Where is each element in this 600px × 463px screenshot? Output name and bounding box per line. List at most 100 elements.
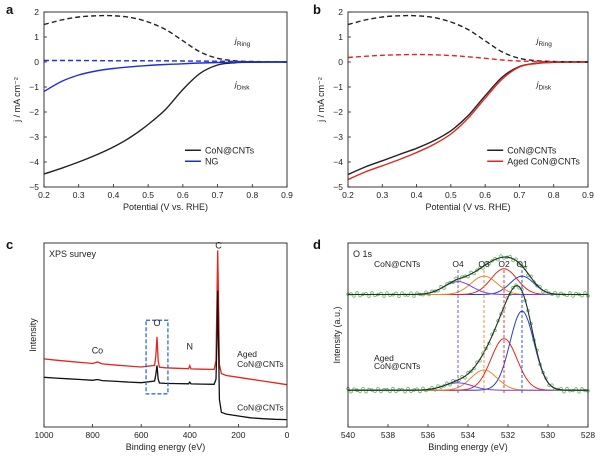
plot-frame <box>43 11 288 188</box>
data-point <box>568 291 572 295</box>
x-tick-label: 200 <box>231 430 245 440</box>
data-point <box>391 386 395 391</box>
peak-label: N <box>187 342 194 352</box>
x-tick-label: 534 <box>461 430 475 440</box>
peak-label: C <box>215 241 222 251</box>
data-point <box>412 294 416 298</box>
x-tick-label: 0 <box>285 430 290 440</box>
envelope-aged-con-cnts <box>348 285 588 391</box>
component-label-o1: O1 <box>516 259 528 269</box>
series-aged-con-cnts <box>43 250 288 386</box>
x-tick-label: 0.5 <box>142 190 154 200</box>
x-tick-label: 0.2 <box>342 190 354 200</box>
y-axis-label: j / mA cm⁻² <box>12 77 22 123</box>
x-tick-label: 0.7 <box>514 190 526 200</box>
x-tick-label: 0.4 <box>108 190 120 200</box>
data-point <box>364 390 368 394</box>
annotation-symbol: j <box>234 35 238 45</box>
y-tick-label: −2 <box>29 107 39 117</box>
data-point <box>349 390 353 394</box>
panel-c: 1000 800 600 400 200 0 Binding energy (eV) Inte… <box>6 237 290 452</box>
component-o2-con-cnts <box>348 268 588 295</box>
data-point <box>583 291 587 295</box>
panel-label: c <box>6 237 13 252</box>
data-point <box>421 386 425 390</box>
x-tick-label: 0.7 <box>212 190 224 200</box>
y-tick-label: 2 <box>34 7 39 17</box>
data-point <box>562 390 566 394</box>
y-tick-label: −5 <box>29 182 39 192</box>
data-point <box>400 387 404 392</box>
plot-frame <box>347 242 589 428</box>
panel-b: 0.2 0.3 0.4 0.5 0.6 0.7 0.8 0.9 −5 −4 −3 −2 −1 0 1 2 Pot… <box>313 2 594 212</box>
x-tick-label: 0.5 <box>445 190 457 200</box>
annotation-disk: jDisk <box>536 79 552 92</box>
panel-label: a <box>6 2 14 17</box>
annotation-symbol: j <box>536 35 540 45</box>
panel-label: d <box>313 237 321 252</box>
annotation-subscript: Ring <box>237 41 251 48</box>
y-axis-label: Intensity (a.u.) <box>332 306 342 363</box>
data-point <box>577 390 581 394</box>
component-label-o4: O4 <box>452 259 464 269</box>
x-tick-label: 0.4 <box>411 190 423 200</box>
x-tick-label: 600 <box>134 430 148 440</box>
series-ring-con-cnts <box>44 14 287 63</box>
series-label: Aged <box>237 349 257 359</box>
panel-title: XPS survey <box>49 249 97 259</box>
annotation-ring: jRing <box>536 35 553 48</box>
data-point <box>349 292 353 296</box>
y-tick-label: −5 <box>333 182 343 192</box>
series-ring-ng <box>44 59 287 63</box>
x-tick-label: 0.9 <box>582 190 594 200</box>
series-ring-aged-con-cnts <box>348 53 588 63</box>
series-disk-ng <box>44 61 287 93</box>
x-tick-label: 528 <box>581 430 595 440</box>
data-point <box>406 386 410 391</box>
data-point <box>397 294 401 298</box>
component-label-o3: O3 <box>478 259 490 269</box>
series-label: CoN@CNTs <box>237 359 283 369</box>
x-axis-label: Potential (V vs. RHE) <box>123 202 208 212</box>
annotation-subscript: Ring <box>538 41 552 48</box>
legend-label: CoN@CNTs <box>205 145 255 155</box>
annotation-symbol: j <box>536 79 540 89</box>
x-axis-label: Binding energy (eV) <box>428 442 508 452</box>
legend-label: Aged CoN@CNTs <box>507 156 580 166</box>
y-tick-label: −4 <box>29 157 39 167</box>
data-point <box>484 346 488 351</box>
data-point <box>367 294 371 298</box>
series-con-cnts <box>43 290 288 421</box>
data-point <box>370 291 374 295</box>
data-point <box>355 291 359 295</box>
component-o1-aged-con-cnts <box>348 310 588 391</box>
x-tick-label: 538 <box>381 430 395 440</box>
y-tick-label: −1 <box>333 82 343 92</box>
sample-label: CoN@CNTs <box>374 361 420 371</box>
x-tick-label: 530 <box>541 430 555 440</box>
x-tick-label: 0.9 <box>281 190 293 200</box>
data-point <box>385 291 389 295</box>
envelope-con-cnts <box>348 256 588 296</box>
peak-label: Co <box>92 345 104 355</box>
annotation-symbol: j <box>234 79 238 89</box>
component-o4-con-cnts <box>348 281 588 295</box>
sample-label: Aged <box>374 353 394 363</box>
sample-label: CoN@CNTs <box>374 259 420 269</box>
annotation-ring: jRing <box>234 35 251 48</box>
panel-title: O 1s <box>353 249 373 259</box>
data-point <box>469 369 473 373</box>
y-tick-label: −3 <box>29 132 39 142</box>
annotation-subscript: Disk <box>538 85 551 92</box>
peak-label: O <box>153 318 160 328</box>
data-point <box>376 386 380 391</box>
y-axis-label: Intensity <box>28 318 38 352</box>
x-axis-label: Binding energy (eV) <box>126 442 206 452</box>
y-tick-label: 2 <box>338 7 343 17</box>
data-point <box>403 390 407 394</box>
y-tick-label: −1 <box>29 82 39 92</box>
x-tick-label: 800 <box>86 430 100 440</box>
data-point <box>406 293 410 297</box>
data-point <box>571 294 575 298</box>
series-disk-con-cnts <box>44 61 287 175</box>
